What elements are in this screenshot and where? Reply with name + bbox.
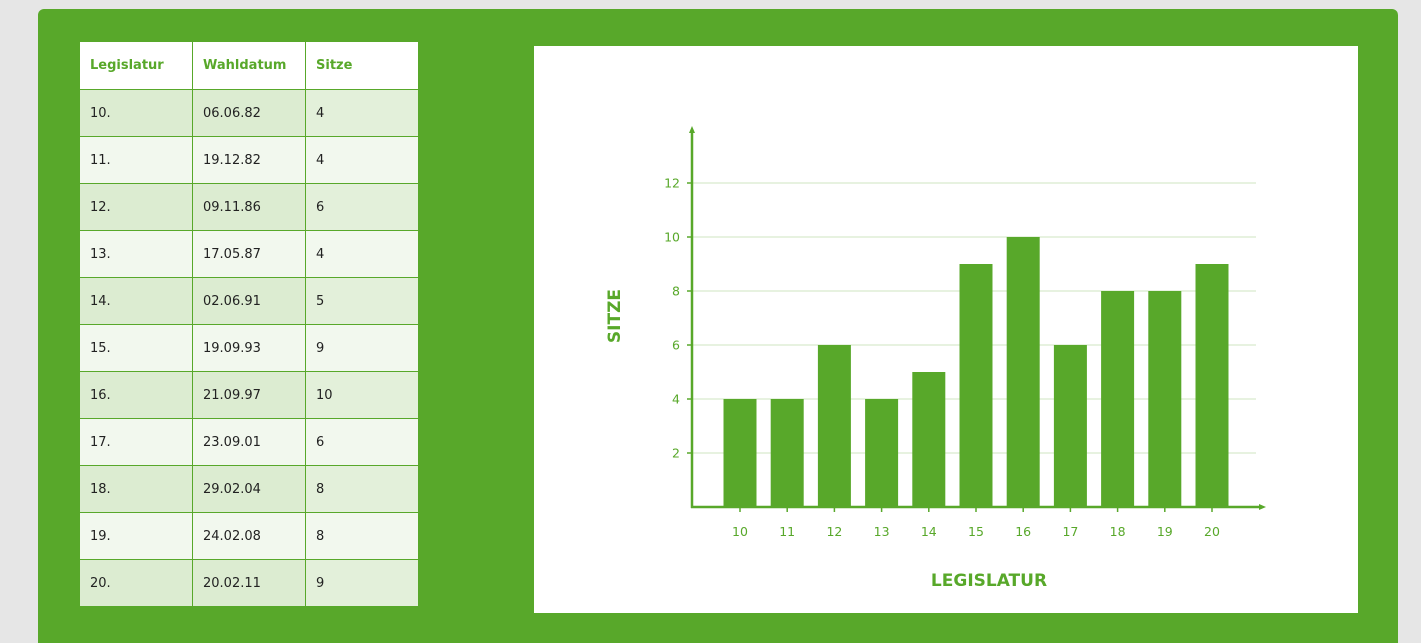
cell-wahldatum: 24.02.08 [192, 512, 306, 560]
cell-sitze: 5 [305, 277, 419, 325]
bar-20 [1195, 264, 1229, 507]
table-row: 16. 21.09.97 10 [79, 371, 419, 419]
x-tick-label: 15 [968, 524, 984, 539]
main-panel: Legislatur Wahldatum Sitze 10. 06.06.82 4 1… [38, 9, 1398, 643]
seats-table: Legislatur Wahldatum Sitze 10. 06.06.82 4 1… [79, 41, 419, 607]
header-wahldatum: Wahldatum [192, 41, 306, 90]
table-body: 10. 06.06.82 4 11. 19.12.82 4 12. 09.11.86 6 13. 1… [79, 89, 419, 607]
bar-16 [1006, 237, 1040, 507]
cell-legislatur: 18. [79, 465, 193, 513]
cell-wahldatum: 06.06.82 [192, 89, 306, 137]
bar-17 [1053, 345, 1087, 507]
x-tick-label: 20 [1204, 524, 1220, 539]
cell-legislatur: 17. [79, 418, 193, 466]
y-tick-label: 6 [672, 338, 680, 353]
bar-chart: 2 4 6 8 10 12 10 11 12 13 14 15 16 17 18 19 20 LEGISLATUR… [534, 46, 1358, 613]
x-tick-label: 13 [874, 524, 890, 539]
cell-wahldatum: 02.06.91 [192, 277, 306, 325]
table-header-row: Legislatur Wahldatum Sitze [79, 41, 419, 90]
bar-12 [817, 345, 851, 507]
cell-legislatur: 20. [79, 559, 193, 607]
bar-14 [912, 372, 946, 507]
cell-wahldatum: 19.09.93 [192, 324, 306, 372]
table-row: 20. 20.02.11 9 [79, 559, 419, 607]
table-row: 15. 19.09.93 9 [79, 324, 419, 372]
bar-18 [1101, 291, 1135, 507]
y-axis-title: SITZE [605, 289, 625, 343]
table-row: 18. 29.02.04 8 [79, 465, 419, 513]
y-tick-label: 12 [664, 176, 680, 191]
table-row: 11. 19.12.82 4 [79, 136, 419, 184]
cell-wahldatum: 09.11.86 [192, 183, 306, 231]
cell-wahldatum: 19.12.82 [192, 136, 306, 184]
table-row: 19. 24.02.08 8 [79, 512, 419, 560]
cell-legislatur: 12. [79, 183, 193, 231]
cell-wahldatum: 23.09.01 [192, 418, 306, 466]
cell-sitze: 8 [305, 465, 419, 513]
x-tick-label: 16 [1015, 524, 1031, 539]
bar-10 [723, 399, 757, 507]
y-tick-label: 4 [672, 392, 680, 407]
cell-wahldatum: 20.02.11 [192, 559, 306, 607]
cell-sitze: 4 [305, 230, 419, 278]
x-axis-title: LEGISLATUR [931, 571, 1047, 591]
table-row: 12. 09.11.86 6 [79, 183, 419, 231]
cell-legislatur: 13. [79, 230, 193, 278]
table-row: 17. 23.09.01 6 [79, 418, 419, 466]
cell-legislatur: 10. [79, 89, 193, 137]
x-axis-arrow [1259, 504, 1266, 510]
bar-chart-svg: 2 4 6 8 10 12 10 11 12 13 14 15 16 17 18 19 20 LEGISLATUR… [605, 126, 1266, 591]
y-tick-label: 2 [672, 446, 680, 461]
cell-wahldatum: 17.05.87 [192, 230, 306, 278]
cell-legislatur: 19. [79, 512, 193, 560]
x-tick-label: 12 [826, 524, 842, 539]
x-tick-label: 14 [921, 524, 937, 539]
x-tick-label: 11 [779, 524, 795, 539]
cell-legislatur: 11. [79, 136, 193, 184]
cell-legislatur: 14. [79, 277, 193, 325]
y-tick-label: 10 [664, 230, 680, 245]
bar-15 [959, 264, 993, 507]
cell-sitze: 4 [305, 136, 419, 184]
y-tick-label: 8 [672, 284, 680, 299]
x-tick-label: 19 [1157, 524, 1173, 539]
cell-sitze: 10 [305, 371, 419, 419]
y-axis-arrow [689, 126, 695, 133]
cell-legislatur: 15. [79, 324, 193, 372]
header-sitze: Sitze [305, 41, 419, 90]
cell-sitze: 6 [305, 418, 419, 466]
cell-sitze: 6 [305, 183, 419, 231]
x-tick-label: 18 [1110, 524, 1126, 539]
bar-19 [1148, 291, 1182, 507]
cell-sitze: 8 [305, 512, 419, 560]
table-row: 10. 06.06.82 4 [79, 89, 419, 137]
bar-13 [865, 399, 899, 507]
cell-sitze: 9 [305, 324, 419, 372]
table-row: 13. 17.05.87 4 [79, 230, 419, 278]
header-legislatur: Legislatur [79, 41, 193, 90]
cell-wahldatum: 29.02.04 [192, 465, 306, 513]
cell-sitze: 4 [305, 89, 419, 137]
cell-sitze: 9 [305, 559, 419, 607]
x-tick-label: 10 [732, 524, 748, 539]
x-tick-label: 17 [1062, 524, 1078, 539]
cell-wahldatum: 21.09.97 [192, 371, 306, 419]
table-row: 14. 02.06.91 5 [79, 277, 419, 325]
bar-11 [770, 399, 804, 507]
cell-legislatur: 16. [79, 371, 193, 419]
